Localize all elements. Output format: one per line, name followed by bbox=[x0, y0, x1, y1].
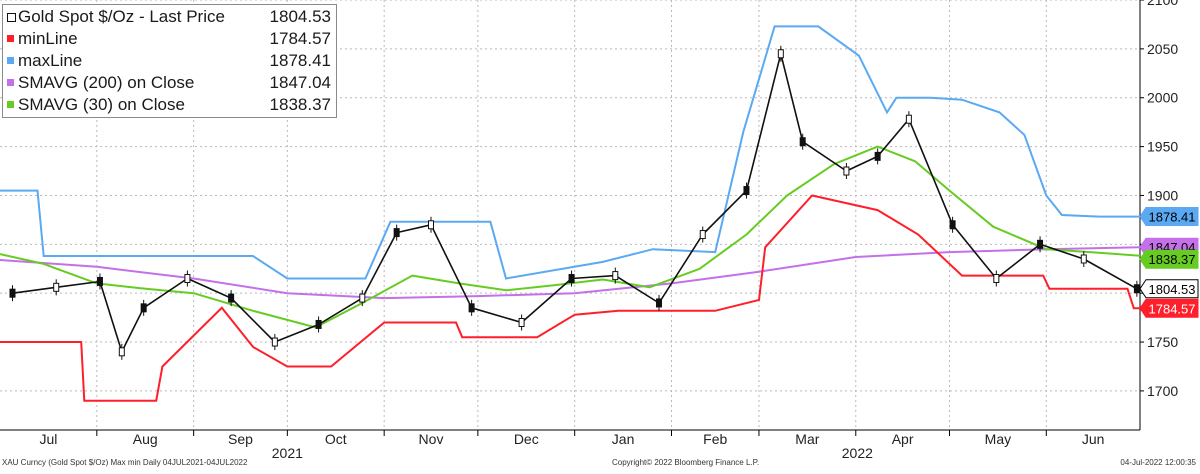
series-line bbox=[0, 194, 1140, 402]
legend-swatch bbox=[7, 79, 14, 86]
x-tick-label: Oct bbox=[325, 431, 347, 447]
legend-entry: maxLine 1878.41 bbox=[7, 50, 331, 72]
tag-box bbox=[1139, 298, 1199, 318]
y-tick-label: 2050 bbox=[1147, 41, 1178, 57]
candle-body bbox=[656, 298, 663, 308]
candle-body bbox=[949, 220, 956, 230]
tag-box bbox=[1139, 249, 1199, 269]
y-tick-label: 1750 bbox=[1147, 334, 1178, 350]
x-tick-label: Dec bbox=[514, 431, 539, 447]
y-tick-label: 2100 bbox=[1147, 0, 1178, 8]
candle-body bbox=[228, 293, 235, 303]
candle-body bbox=[874, 151, 881, 161]
x-tick-label: Jan bbox=[612, 431, 635, 447]
tag-value: 1838.37 bbox=[1149, 252, 1196, 267]
tag-box bbox=[1139, 207, 1199, 227]
last-value-tag: 1878.41 bbox=[1139, 207, 1199, 227]
candle-body bbox=[518, 318, 525, 327]
grid-lines bbox=[0, 0, 1140, 430]
candle-body bbox=[612, 271, 619, 281]
x-tick-label: Mar bbox=[795, 431, 819, 447]
y-tick-label: 1950 bbox=[1147, 139, 1178, 155]
series-line bbox=[0, 145, 1141, 329]
candle-body bbox=[1080, 254, 1087, 264]
x-year-label: 2021 bbox=[272, 445, 303, 461]
candle-body bbox=[359, 293, 366, 303]
candle-body bbox=[393, 228, 400, 238]
tag-value: 1804.53 bbox=[1149, 282, 1196, 297]
legend-label: Gold Spot $/Oz - Last Price bbox=[18, 7, 225, 26]
x-tick-label: Aug bbox=[133, 431, 158, 447]
footer-source: XAU Curncy (Gold Spot $/Oz) Max min Dail… bbox=[2, 458, 248, 467]
legend-entry: SMAVG (200) on Close 1847.04 bbox=[7, 72, 331, 94]
x-tick-label: Nov bbox=[419, 431, 444, 447]
candle-body bbox=[993, 274, 1000, 284]
tag-value: 1878.41 bbox=[1149, 210, 1196, 225]
x-tick-label: Jun bbox=[1082, 431, 1105, 447]
candle-body bbox=[468, 303, 475, 313]
candle-body bbox=[1133, 284, 1140, 294]
legend-label: minLine bbox=[18, 29, 78, 48]
x-year-label: 2022 bbox=[842, 445, 873, 461]
legend-value: 1847.04 bbox=[269, 73, 331, 92]
legend-entry: minLine 1784.57 bbox=[7, 28, 331, 50]
series-line bbox=[0, 25, 1140, 280]
candle-body bbox=[271, 337, 278, 347]
tag-box bbox=[1139, 279, 1199, 299]
candle-body bbox=[777, 49, 784, 59]
x-tick-label: May bbox=[985, 431, 1011, 447]
legend-swatch bbox=[7, 57, 14, 64]
candle-body bbox=[53, 282, 60, 292]
y-tick-label: 2000 bbox=[1147, 90, 1178, 106]
last-value-tag: 1838.37 bbox=[1139, 249, 1199, 269]
last-value-tag: 1804.53 bbox=[1139, 279, 1199, 299]
series-line bbox=[0, 246, 1141, 300]
x-tick-label: Sep bbox=[228, 431, 253, 447]
candle-body bbox=[140, 303, 147, 313]
legend-label: SMAVG (200) on Close bbox=[18, 73, 195, 92]
x-tick-label: Apr bbox=[892, 431, 914, 447]
x-tick-label: Jul bbox=[39, 431, 57, 447]
x-tick-labels: Jul Aug Sep Oct Nov Dec Jan Feb Mar Apr May Jun 2021… bbox=[39, 430, 1104, 461]
candle-body bbox=[699, 230, 706, 240]
candle-body bbox=[843, 166, 850, 176]
legend-entry: SMAVG (30) on Close 1838.37 bbox=[7, 94, 331, 116]
y-tick-label: 1900 bbox=[1147, 187, 1178, 203]
candle-body bbox=[184, 274, 191, 284]
tag-value: 1784.57 bbox=[1149, 301, 1196, 316]
candle-body bbox=[743, 186, 750, 196]
candle-body bbox=[428, 220, 435, 230]
candle-body bbox=[315, 319, 322, 329]
candle-body bbox=[96, 276, 103, 286]
legend-value: 1784.57 bbox=[269, 29, 331, 48]
legend-value: 1804.53 bbox=[269, 7, 331, 26]
legend-label: maxLine bbox=[18, 51, 83, 70]
y-tick-label: 1700 bbox=[1147, 383, 1178, 399]
candle-body bbox=[9, 288, 16, 298]
candle-body bbox=[1037, 239, 1044, 249]
candle-body bbox=[568, 274, 575, 284]
legend-swatch bbox=[7, 35, 14, 42]
candle-body bbox=[799, 137, 806, 147]
legend-value: 1838.37 bbox=[269, 95, 331, 114]
candle-body bbox=[118, 347, 125, 357]
footer-timestamp: 04-Jul-2022 12:00:35 bbox=[1120, 458, 1196, 467]
candle-body bbox=[905, 114, 912, 124]
series-lines bbox=[0, 25, 1141, 402]
legend-value: 1878.41 bbox=[269, 51, 331, 70]
last-value-tag: 1784.57 bbox=[1139, 298, 1199, 318]
x-tick-label: Feb bbox=[703, 431, 727, 447]
y-tick-labels: 170017501800185019001950200020502100 bbox=[1140, 0, 1178, 399]
legend-entry: Gold Spot $/Oz - Last Price 1804.53 bbox=[7, 6, 331, 28]
legend: Gold Spot $/Oz - Last Price 1804.53 minL… bbox=[2, 4, 337, 118]
legend-swatch bbox=[7, 13, 16, 22]
footer-copyright: Copyright© 2022 Bloomberg Finance L.P. bbox=[612, 458, 760, 467]
legend-label: SMAVG (30) on Close bbox=[18, 95, 185, 114]
legend-swatch bbox=[7, 101, 14, 108]
